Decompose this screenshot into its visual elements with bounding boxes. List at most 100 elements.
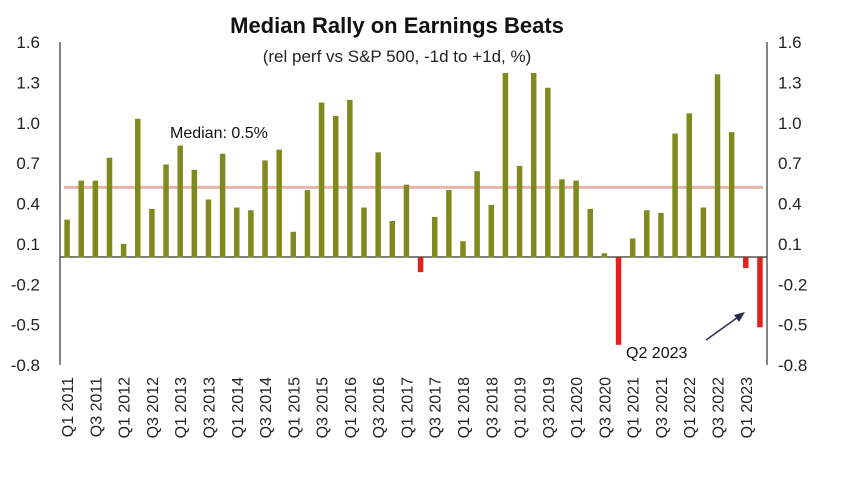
bar bbox=[262, 160, 268, 258]
x-tick-label: Q3 2020 bbox=[597, 377, 614, 438]
y-tick-label-left: 0.4 bbox=[16, 195, 40, 214]
y-tick-label-right: 0.1 bbox=[778, 235, 802, 254]
bar bbox=[530, 72, 537, 258]
x-tick-label: Q3 2011 bbox=[88, 377, 105, 437]
bar bbox=[135, 118, 141, 258]
x-tick-label: Q3 2017 bbox=[428, 377, 445, 438]
x-tick-label: Q3 2018 bbox=[484, 377, 501, 438]
y-tick-label-right: -0.8 bbox=[778, 356, 807, 375]
x-tick-label: Q1 2020 bbox=[569, 377, 586, 438]
y-tick-label-right: -0.2 bbox=[778, 275, 807, 294]
bar bbox=[332, 116, 339, 258]
annotation-arrow bbox=[705, 314, 742, 341]
bar bbox=[78, 180, 84, 258]
y-tick-label-right: 0.4 bbox=[778, 195, 802, 214]
x-tick-label: Q1 2014 bbox=[230, 377, 247, 438]
median-label: Median: 0.5% bbox=[170, 125, 268, 142]
bar bbox=[446, 190, 452, 258]
bar bbox=[219, 153, 226, 258]
bar bbox=[431, 216, 438, 258]
y-tick-label-left: -0.2 bbox=[11, 275, 40, 294]
bar bbox=[163, 164, 169, 258]
bar bbox=[389, 221, 396, 258]
x-tick-label: Q1 2015 bbox=[286, 377, 303, 438]
y-tick-label-left: 1.0 bbox=[16, 114, 40, 133]
bar bbox=[64, 219, 70, 258]
bar bbox=[403, 184, 410, 258]
bar bbox=[516, 165, 523, 258]
x-tick-label: Q1 2018 bbox=[456, 377, 473, 438]
y-tick-label-left: -0.8 bbox=[11, 356, 40, 375]
x-tick-label: Q3 2022 bbox=[711, 377, 728, 438]
bar bbox=[191, 169, 198, 258]
x-tick-label: Q1 2023 bbox=[739, 377, 756, 438]
y-axis-right-ticks: -0.8 -0.5 -0.2 0.1 0.4 0.7 1.0 1.3 1.6 bbox=[778, 33, 807, 375]
bar bbox=[347, 99, 353, 258]
bar bbox=[728, 132, 735, 258]
x-tick-label: Q3 2015 bbox=[315, 377, 332, 438]
x-tick-label: Q3 2012 bbox=[145, 377, 162, 438]
bar bbox=[644, 210, 650, 258]
bar bbox=[502, 72, 509, 258]
x-tick-label: Q1 2016 bbox=[343, 377, 360, 438]
bar bbox=[615, 257, 622, 345]
bar bbox=[700, 207, 707, 258]
bar bbox=[743, 257, 749, 269]
bar bbox=[601, 253, 608, 258]
x-tick-label: Q1 2017 bbox=[399, 377, 416, 438]
bar bbox=[177, 145, 183, 258]
y-tick-label-left: 0.1 bbox=[16, 235, 40, 254]
x-tick-label: Q3 2021 bbox=[654, 377, 671, 438]
bar bbox=[629, 238, 636, 258]
bar bbox=[559, 179, 565, 258]
q2-2023-annotation: Q2 2023 bbox=[626, 312, 745, 362]
bar bbox=[234, 207, 240, 258]
y-tick-label-left: 1.6 bbox=[16, 33, 40, 52]
bar bbox=[318, 102, 325, 258]
arrow-head-icon bbox=[734, 312, 745, 322]
bar bbox=[304, 190, 311, 258]
x-tick-label: Q3 2014 bbox=[258, 377, 275, 438]
bar bbox=[460, 241, 466, 258]
x-tick-label: Q1 2012 bbox=[117, 377, 134, 438]
y-axis-left-ticks: -0.8 -0.5 -0.2 0.1 0.4 0.7 1.0 1.3 1.6 bbox=[11, 33, 40, 375]
bar bbox=[757, 257, 763, 328]
y-tick-label-right: 1.3 bbox=[778, 73, 802, 92]
x-tick-label: Q1 2022 bbox=[682, 377, 699, 438]
bar bbox=[417, 257, 424, 273]
y-tick-label-left: 1.3 bbox=[16, 73, 40, 92]
y-tick-label-left: -0.5 bbox=[11, 316, 40, 335]
bar bbox=[587, 208, 593, 258]
x-tick-label: Q1 2013 bbox=[173, 377, 190, 438]
bar bbox=[205, 199, 212, 258]
bar bbox=[290, 231, 297, 258]
chart-subtitle: (rel perf vs S&P 500, -1d to +1d, %) bbox=[263, 47, 532, 66]
x-tick-label: Q1 2011 bbox=[60, 377, 77, 437]
bars bbox=[64, 72, 763, 345]
bar bbox=[573, 180, 579, 258]
x-tick-label: Q3 2013 bbox=[201, 377, 218, 438]
bar bbox=[714, 74, 721, 258]
bar bbox=[276, 149, 282, 258]
bar bbox=[361, 207, 367, 258]
bar bbox=[248, 210, 254, 258]
bar bbox=[474, 171, 480, 258]
y-tick-label-right: 1.6 bbox=[778, 33, 802, 52]
bar bbox=[488, 204, 495, 258]
x-tick-label: Q3 2016 bbox=[371, 377, 388, 438]
y-tick-label-left: 0.7 bbox=[16, 154, 40, 173]
x-tick-label: Q3 2019 bbox=[541, 377, 558, 438]
bar bbox=[545, 87, 551, 258]
bar bbox=[658, 212, 664, 258]
annotation-label: Q2 2023 bbox=[626, 345, 687, 362]
bar bbox=[375, 152, 381, 258]
x-axis-labels: Q1 2011 Q3 2011 Q1 2012 Q3 2012 Q1 2013 Q3 20… bbox=[60, 377, 756, 438]
chart-title: Median Rally on Earnings Beats bbox=[230, 13, 564, 38]
x-tick-label: Q1 2019 bbox=[513, 377, 530, 438]
x-tick-label: Q1 2021 bbox=[626, 377, 643, 438]
y-tick-label-right: -0.5 bbox=[778, 316, 807, 335]
y-tick-label-right: 0.7 bbox=[778, 154, 802, 173]
bar bbox=[149, 208, 155, 258]
bar bbox=[106, 157, 113, 258]
